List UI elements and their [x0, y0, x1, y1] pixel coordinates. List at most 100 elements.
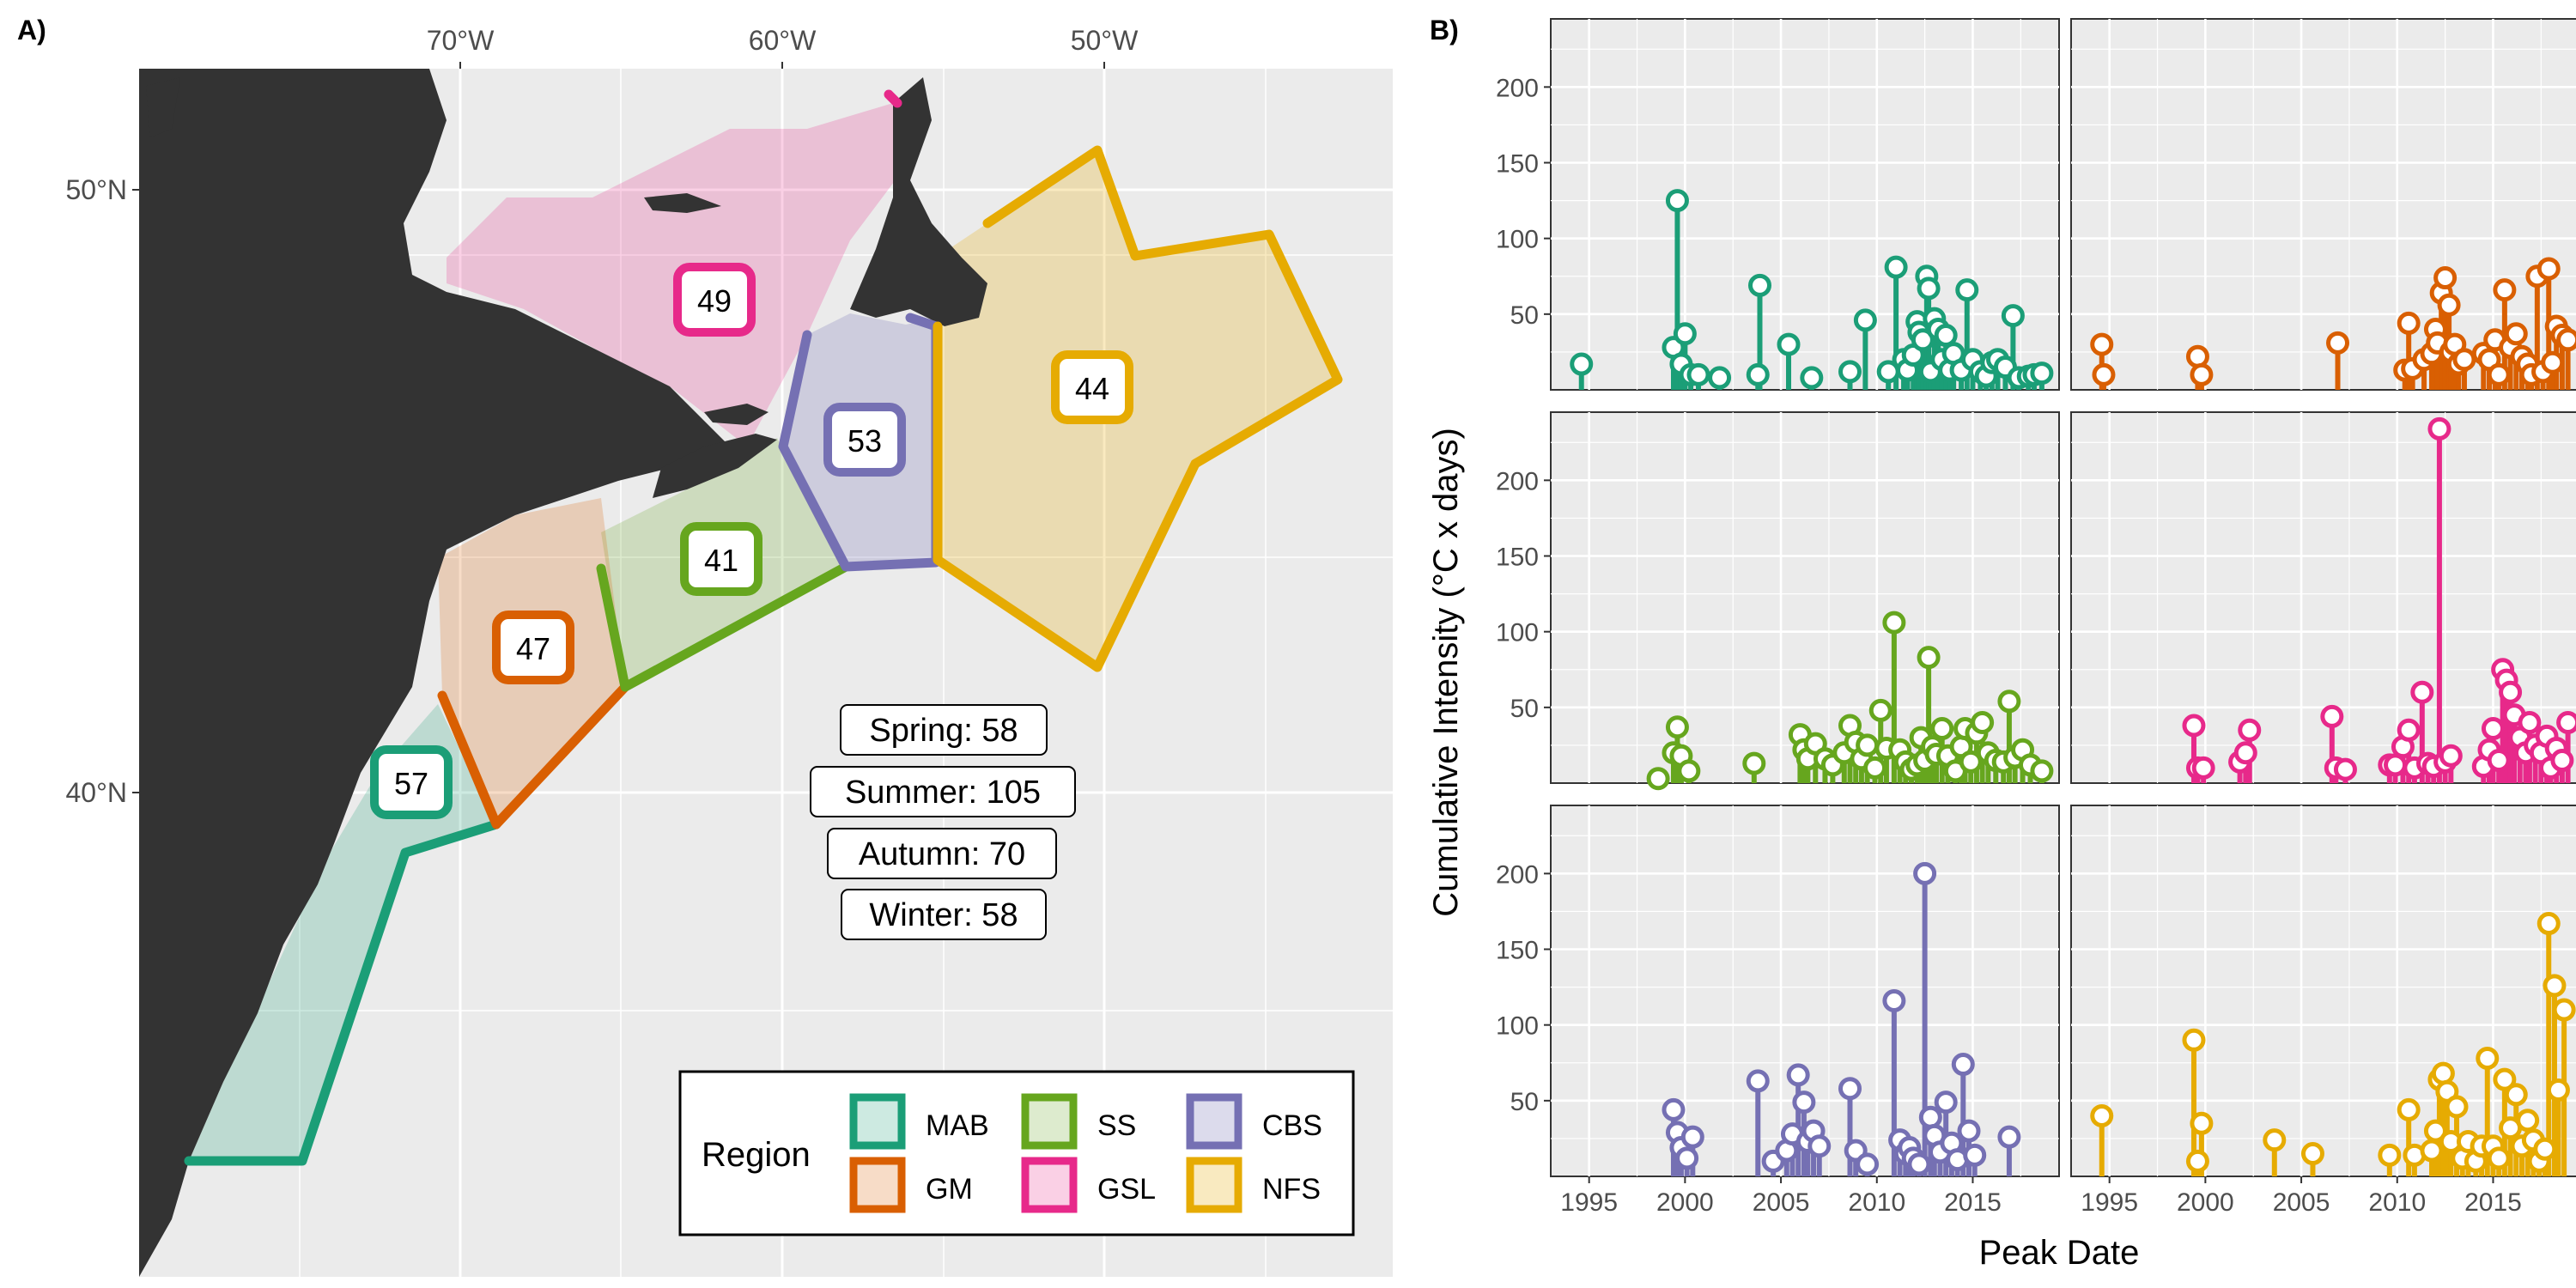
data-point [1963, 1143, 1987, 1167]
data-point [2001, 304, 2025, 328]
data-point [1951, 1053, 1975, 1077]
region-label-cbs: 53 [823, 403, 906, 477]
data-point [1955, 278, 1979, 302]
map-panel: 49 53 44 41 47 57 [66, 25, 1393, 1277]
data-point [1746, 1069, 1770, 1093]
data-point [2493, 1067, 2517, 1091]
legend-key-nfs [1186, 1157, 1242, 1213]
data-point [1838, 1077, 1862, 1101]
y-tick-label: 200 [1496, 467, 1539, 495]
data-point [1786, 1063, 1810, 1087]
data-point [1748, 273, 1772, 297]
data-point [1792, 1091, 1816, 1115]
season-counts: Spring: 58 Summer: 105 Autumn: 70 Winter… [810, 704, 1076, 940]
x-tick-label: 2000 [1656, 1188, 1714, 1217]
data-point [2476, 1046, 2500, 1070]
region-count-ss: 41 [704, 543, 738, 578]
data-point [1807, 1134, 1832, 1158]
data-point [2300, 1142, 2324, 1166]
facet-panel: 50 100 150 200 1995 2000 2005 2010 2015 [1496, 805, 2060, 1217]
panel-b-label: B) [1430, 15, 1459, 46]
facet-grid: 50 100 150 200 50 100 150 200 50 100 150 200 1995 200… [1496, 18, 2576, 1217]
y-tick-label: 100 [1496, 619, 1539, 647]
data-point [1971, 710, 1995, 734]
data-point [1856, 733, 1880, 757]
data-point [2333, 757, 2357, 781]
data-point [2556, 710, 2576, 734]
region-label-ss: 41 [680, 522, 762, 596]
data-point [2397, 1097, 2421, 1121]
data-point [2185, 1149, 2209, 1173]
map-lon-tick-70w: 70°W [427, 25, 495, 56]
data-point [2552, 998, 2576, 1022]
y-tick-label: 50 [1510, 1088, 1539, 1116]
legend-key-mab [849, 1093, 906, 1150]
y-tick-label: 100 [1496, 226, 1539, 254]
data-point [2556, 328, 2576, 352]
data-point [1959, 750, 1983, 774]
data-point [2516, 1109, 2540, 1133]
legend-label-mab: MAB [926, 1109, 989, 1142]
data-point [2431, 1061, 2455, 1085]
data-point [2499, 680, 2523, 704]
data-point [2190, 362, 2214, 386]
legend-label-cbs: CBS [1262, 1109, 1322, 1142]
data-point [2030, 361, 2054, 386]
facet-background [2070, 18, 2576, 391]
data-point [1838, 360, 1862, 384]
y-tick-label: 150 [1496, 937, 1539, 965]
region-count-cbs: 53 [848, 423, 882, 459]
data-point [2452, 348, 2476, 372]
facet-panel: 50 100 150 200 [1496, 411, 2060, 791]
region-count-gsl: 49 [697, 283, 732, 319]
data-point [2238, 718, 2262, 742]
data-point [1997, 1125, 2021, 1149]
data-point [1742, 751, 1766, 775]
data-point [2384, 753, 2408, 777]
data-point [2090, 332, 2114, 356]
season-summer: Summer: 105 [845, 775, 1041, 811]
y-tick-label: 200 [1496, 860, 1539, 889]
data-point [2537, 912, 2561, 936]
data-point [1997, 690, 2021, 714]
region-label-gsl: 49 [673, 263, 756, 337]
data-point [1677, 759, 1701, 783]
facet-panel [2070, 411, 2576, 784]
y-tick-label: 150 [1496, 544, 1539, 572]
data-point [2397, 311, 2421, 335]
data-point [1934, 324, 1958, 348]
legend-key-cbs [1186, 1093, 1242, 1150]
data-point [2326, 331, 2350, 355]
data-point [2030, 759, 2054, 783]
y-tick-label: 50 [1510, 695, 1539, 723]
data-point [2423, 1119, 2447, 1143]
data-point [2543, 974, 2567, 998]
y-tick-label: 150 [1496, 150, 1539, 179]
data-point [1882, 611, 1906, 635]
data-point [2504, 322, 2528, 346]
region-legend: Region MAB GM SS GSL CBS NFS [678, 1070, 1355, 1236]
legend-label-nfs: NFS [1262, 1173, 1321, 1206]
region-count-gm: 47 [516, 631, 550, 666]
region-label-nfs: 44 [1051, 350, 1133, 424]
data-point [1662, 1097, 1686, 1121]
data-point [1917, 276, 1941, 301]
season-spring: Spring: 58 [869, 713, 1018, 749]
x-tick-label: 2015 [2464, 1188, 2522, 1217]
data-point [1686, 362, 1710, 386]
data-point [2481, 717, 2505, 741]
y-axis-title: Cumulative Intensity (°C x days) [1427, 428, 1465, 917]
facet-panel [2070, 18, 2576, 391]
x-tick-label: 1995 [2081, 1188, 2138, 1217]
data-point [2397, 718, 2421, 742]
data-point [1570, 352, 1594, 376]
data-point [2263, 1128, 2287, 1152]
data-point [2546, 1078, 2570, 1102]
x-tick-label: 1995 [1560, 1188, 1618, 1217]
data-point [1913, 861, 1937, 885]
facet-background [1550, 18, 2060, 391]
region-count-nfs: 44 [1075, 371, 1109, 406]
region-cbs-border [778, 313, 941, 572]
y-tick-label: 50 [1510, 301, 1539, 330]
